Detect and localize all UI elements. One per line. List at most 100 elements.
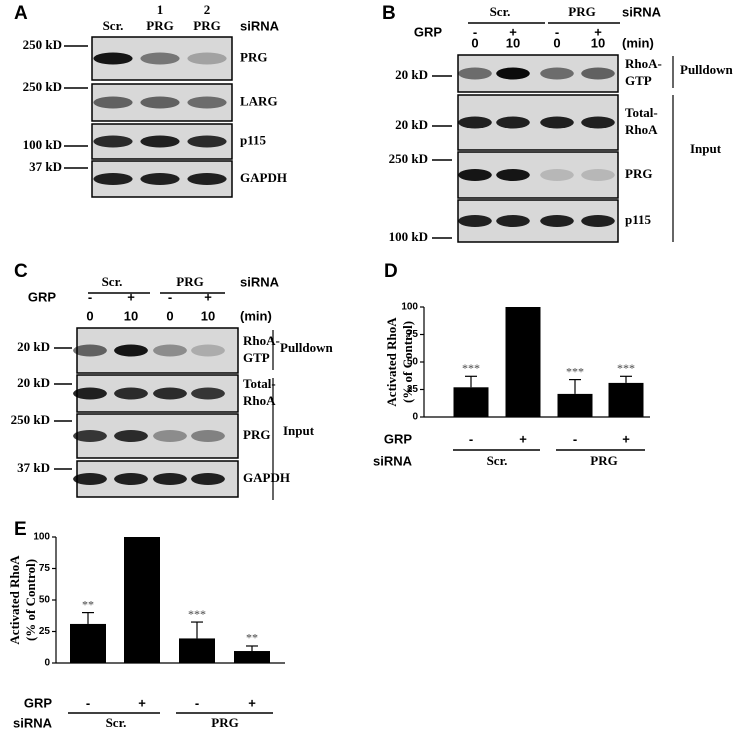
group-label: Scr.: [487, 453, 508, 468]
group-label: PRG: [590, 453, 617, 468]
bar: [70, 623, 106, 663]
grp-sign: -: [88, 289, 92, 304]
time-unit: (min): [622, 35, 654, 50]
blot-band: [191, 344, 225, 357]
marker-label: 20 kD: [395, 67, 428, 82]
time-label: 10: [506, 35, 520, 50]
grp-sign: +: [138, 695, 146, 710]
grp-sign: +: [204, 289, 212, 304]
bar: [608, 382, 644, 417]
marker-label: 250 kD: [11, 412, 50, 427]
blot-band: [114, 473, 148, 485]
protein-label: p115: [625, 212, 652, 227]
blot-band: [540, 215, 574, 227]
bar: [453, 387, 489, 417]
panel-letter: B: [382, 3, 396, 24]
grp-sign: -: [86, 695, 90, 710]
lane-label: PRG: [146, 18, 173, 33]
grp-label: GRP: [28, 289, 57, 304]
grp-sign: +: [622, 431, 630, 446]
marker-label: 250 kD: [23, 37, 62, 52]
blot-band: [93, 96, 133, 109]
bar: [179, 638, 215, 663]
panel-letter: C: [14, 261, 28, 282]
y-axis-label: (% of Control): [400, 321, 415, 403]
protein-label: GTP: [243, 350, 270, 365]
blot-band: [191, 430, 225, 442]
blot-band: [140, 52, 180, 65]
grp-sign: -: [168, 289, 172, 304]
blot-band: [496, 116, 530, 129]
blot-band: [140, 96, 180, 109]
protein-label: PRG: [240, 49, 267, 64]
blot-band: [496, 169, 530, 181]
protein-label: RhoA-: [625, 56, 662, 71]
blot-band: [540, 116, 574, 129]
grp-sign: -: [195, 695, 199, 710]
blot-band: [581, 215, 615, 227]
marker-label: 20 kD: [395, 117, 428, 132]
grp-sign: -: [473, 24, 477, 39]
blot-band: [581, 169, 615, 181]
blot-band: [114, 430, 148, 442]
y-axis-label: Activated RhoA: [384, 317, 399, 407]
bar: [234, 651, 270, 663]
group-label: PRG: [176, 274, 203, 289]
error-bar: [620, 375, 632, 383]
sirna-label: siRNA: [622, 4, 662, 19]
protein-label: PRG: [243, 427, 270, 442]
bracket-label: Pulldown: [680, 62, 734, 77]
error-bar: [246, 645, 258, 652]
protein-label: Total-: [243, 376, 276, 391]
blot-band: [458, 215, 492, 227]
protein-label: GAPDH: [243, 470, 290, 485]
grp-sign: +: [248, 695, 256, 710]
lane-number: 1: [157, 2, 164, 17]
error-bar: [82, 611, 94, 624]
time-label: 10: [201, 308, 215, 323]
blot-band: [153, 473, 187, 485]
blot-band: [73, 473, 107, 485]
marker-label: 37 kD: [29, 159, 62, 174]
marker-label: 20 kD: [17, 339, 50, 354]
y-tick-label: 100: [33, 532, 50, 543]
grp-sign: +: [509, 24, 517, 39]
grp-sign: -: [555, 24, 559, 39]
time-label: 0: [553, 35, 560, 50]
bracket-label: Input: [690, 141, 722, 156]
blot-band: [153, 430, 187, 442]
y-tick-label: 25: [39, 626, 51, 637]
y-axis-label: (% of Control): [23, 559, 38, 641]
blot-band: [114, 344, 148, 357]
bracket-label: Input: [283, 423, 315, 438]
panel-letter: A: [14, 3, 28, 24]
lane-label: Scr.: [103, 18, 124, 33]
blot-band: [140, 135, 180, 148]
marker-label: 250 kD: [389, 151, 428, 166]
blot-band: [153, 387, 187, 400]
blot-band: [93, 135, 133, 148]
blot-band: [540, 169, 574, 181]
y-tick-label: 25: [407, 384, 419, 395]
blot-band: [73, 344, 107, 357]
blot-band: [191, 473, 225, 485]
sirna-label: siRNA: [373, 453, 413, 468]
marker-label: 37 kD: [17, 460, 50, 475]
significance: ***: [462, 361, 480, 375]
time-unit: (min): [240, 308, 272, 323]
marker-label: 250 kD: [23, 79, 62, 94]
significance: ***: [188, 607, 206, 621]
significance: **: [82, 597, 94, 611]
blot-band: [187, 96, 227, 109]
y-tick-label: 100: [401, 302, 418, 313]
blot-band: [458, 116, 492, 129]
blot-band: [496, 67, 530, 80]
blot-band: [458, 67, 492, 80]
group-label: Scr.: [102, 274, 123, 289]
protein-label: GAPDH: [240, 170, 287, 185]
protein-label: PRG: [625, 166, 652, 181]
blot-band: [581, 116, 615, 129]
time-label: 0: [86, 308, 93, 323]
sirna-label: siRNA: [13, 715, 53, 730]
